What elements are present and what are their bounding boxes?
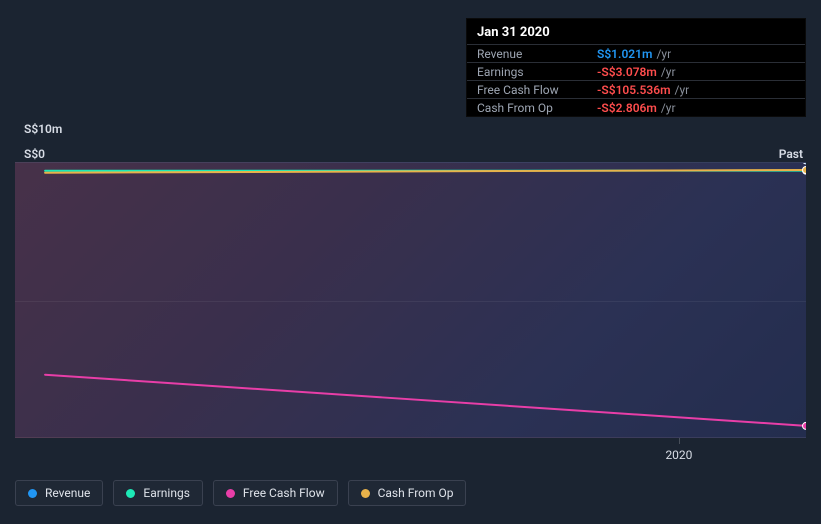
legend-item-label: Cash From Op (378, 486, 454, 500)
legend-item-earnings[interactable]: Earnings (113, 480, 203, 506)
x-tick-label: 2020 (665, 448, 692, 462)
chart-lines (15, 163, 806, 437)
chart-legend: Revenue Earnings Free Cash Flow Cash From O… (15, 480, 466, 506)
tooltip-row-label: Revenue (477, 47, 597, 61)
chart-tooltip: Jan 31 2020 RevenueS$1.021m/yrEarnings-S… (466, 18, 806, 117)
tooltip-row-suffix: /yr (675, 83, 690, 97)
tooltip-row: Earnings-S$3.078m/yr (467, 62, 805, 80)
tooltip-row-suffix: /yr (661, 65, 676, 79)
legend-item-cash_from_op[interactable]: Cash From Op (348, 480, 467, 506)
tooltip-row-value: -S$3.078m (597, 65, 657, 79)
legend-item-label: Free Cash Flow (243, 486, 325, 500)
financials-chart: Jan 31 2020 RevenueS$1.021m/yrEarnings-S… (0, 0, 821, 524)
chart-past-label: Past (779, 147, 803, 161)
legend-item-label: Revenue (45, 486, 90, 500)
series-endpoint-cash_from_op (803, 167, 807, 174)
x-tick (679, 438, 680, 444)
series-endpoint-free_cash_flow (803, 422, 807, 429)
tooltip-row: Free Cash Flow-S$105.536m/yr (467, 80, 805, 98)
tooltip-row: RevenueS$1.021m/yr (467, 44, 805, 62)
legend-dot-icon (226, 489, 235, 498)
legend-dot-icon (126, 489, 135, 498)
tooltip-row-label: Earnings (477, 65, 597, 79)
tooltip-row-suffix: /yr (661, 101, 676, 115)
series-line-free_cash_flow (45, 375, 806, 426)
series-endpoint-revenue (803, 163, 807, 164)
legend-item-free_cash_flow[interactable]: Free Cash Flow (213, 480, 338, 506)
tooltip-row-suffix: /yr (656, 47, 671, 61)
tooltip-row-value: -S$105.536m (597, 83, 671, 97)
y-label-above-top: S$10m (24, 122, 62, 136)
chart-plot-area[interactable] (15, 162, 806, 438)
legend-item-label: Earnings (143, 486, 190, 500)
legend-dot-icon (361, 489, 370, 498)
tooltip-row-value: -S$2.806m (597, 101, 657, 115)
tooltip-row: Cash From Op-S$2.806m/yr (467, 98, 805, 116)
legend-item-revenue[interactable]: Revenue (15, 480, 103, 506)
tooltip-title: Jan 31 2020 (467, 19, 805, 44)
tooltip-row-value: S$1.021m (597, 47, 652, 61)
y-label-top: S$0 (24, 147, 45, 161)
legend-dot-icon (28, 489, 37, 498)
tooltip-row-label: Cash From Op (477, 101, 597, 115)
tooltip-row-label: Free Cash Flow (477, 83, 597, 97)
